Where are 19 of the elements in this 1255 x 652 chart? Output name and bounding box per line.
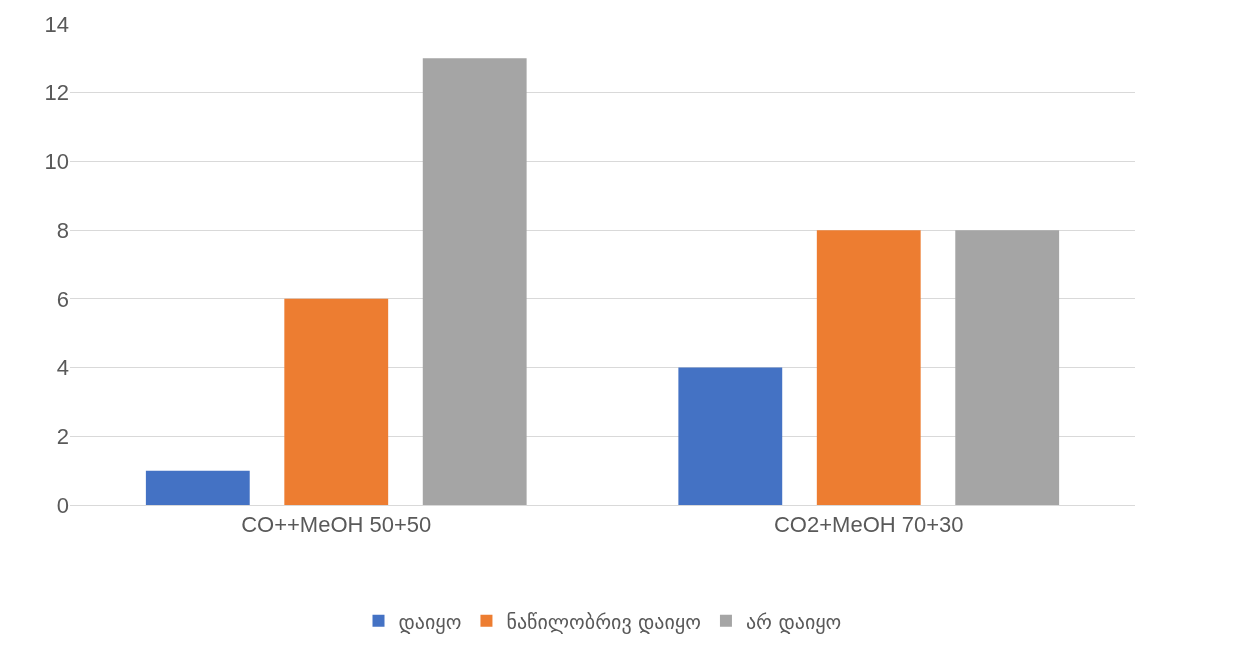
legend-label: ნაწილობრივ დაიყო <box>506 609 701 634</box>
bar <box>816 230 921 505</box>
y-tick-label: 10 <box>44 149 69 175</box>
x-tick-label: CO2+MeOH 70+30 <box>773 512 964 538</box>
y-tick-label: 14 <box>44 11 69 37</box>
bar <box>284 298 389 505</box>
legend-label: არ დაიყო <box>745 609 842 634</box>
y-tick-label: 12 <box>44 80 69 106</box>
y-tick-label: 0 <box>56 492 69 518</box>
y-tick-label: 4 <box>56 355 69 381</box>
y-tick-label: 2 <box>56 423 69 449</box>
x-tick-label: CO++MeOH 50+50 <box>241 512 432 538</box>
bar <box>678 367 783 505</box>
bar <box>145 470 250 505</box>
y-tick-label: 6 <box>56 286 69 312</box>
legend-label: დაიყო <box>398 609 462 634</box>
bar <box>955 230 1060 505</box>
y-tick-label: 8 <box>56 217 69 243</box>
bar <box>422 58 527 505</box>
